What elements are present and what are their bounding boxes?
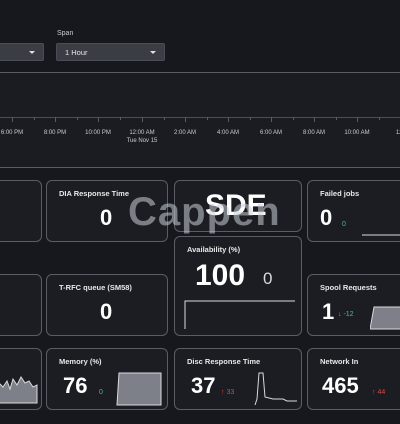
timeline-panel[interactable]: 6:00 PM 8:00 PM 10:00 PM 12:00 AM Tue Nov 15… xyxy=(0,72,400,168)
sparkline xyxy=(254,372,297,406)
chevron-down-icon xyxy=(150,51,156,54)
timeline-tick-label: 12: xyxy=(396,129,400,137)
metric-delta: 0 xyxy=(342,221,346,228)
panel-left-row1[interactable] xyxy=(0,180,42,242)
timeline-tick xyxy=(12,117,13,122)
tick-time: 6:00 AM xyxy=(259,130,283,136)
panel-title: Disc Response Time xyxy=(187,357,261,366)
timeline-minor-tick xyxy=(378,117,380,120)
sparkline xyxy=(362,234,400,236)
timeline-tick xyxy=(185,117,186,122)
tick-time: 12: xyxy=(395,130,400,136)
panel-spool-requests[interactable]: Spool Requests 1 ↓ -12 xyxy=(307,274,400,336)
chevron-down-icon xyxy=(29,51,35,54)
timeline-tick xyxy=(271,117,272,122)
panel-sde[interactable]: SDE xyxy=(174,180,302,232)
metric-value: 0 xyxy=(100,299,113,324)
timeline-axis xyxy=(0,117,400,118)
metric-delta: 0 xyxy=(263,269,273,288)
timeline-tick-label: 4:00 AM xyxy=(217,129,239,137)
tick-time: 10:00 AM xyxy=(344,130,370,136)
panel-dia-response-time[interactable]: DIA Response Time 0 xyxy=(46,180,168,242)
timeline-tick xyxy=(55,117,56,122)
metric-value: 0 xyxy=(100,205,113,230)
timeline-tick-label: 10:00 PM xyxy=(85,129,111,137)
timeline-tick-label: 8:00 PM xyxy=(44,129,66,137)
metric-delta: ↓ -12 xyxy=(338,311,354,318)
left-filter-dropdown[interactable] xyxy=(0,43,44,61)
panel-trfc-queue[interactable]: T-RFC queue (SM58) 0 xyxy=(46,274,168,336)
tick-time: 12:00 AM xyxy=(129,130,155,136)
sparkline xyxy=(116,372,162,406)
tick-time: 8:00 PM xyxy=(43,130,67,136)
metric-delta: ↑ 44 xyxy=(372,389,386,396)
timeline-tick xyxy=(314,117,315,122)
span-value: 1 Hour xyxy=(65,47,88,57)
timeline-minor-tick xyxy=(163,117,165,120)
metric-value: 0 xyxy=(320,205,333,230)
panel-title: Network In xyxy=(320,357,359,366)
timeline-tick xyxy=(228,117,229,122)
panel-title: T-RFC queue (SM58) xyxy=(59,283,132,292)
timeline-tick-label: 8:00 AM xyxy=(303,129,325,137)
panel-title: Spool Requests xyxy=(320,283,377,292)
tick-time: 10:00 PM xyxy=(85,130,111,136)
timeline-tick-label: 2:00 AM xyxy=(174,129,196,137)
watermark-logo: Cappen xyxy=(128,190,281,234)
panel-title: Failed jobs xyxy=(320,189,360,198)
timeline-tick xyxy=(142,117,143,122)
panel-left-row3[interactable] xyxy=(0,348,42,410)
timeline-tick xyxy=(98,117,99,122)
timeline-tick-label: 12:00 AM Tue Nov 15 xyxy=(127,129,158,145)
panel-title: DIA Response Time xyxy=(59,189,130,198)
panel-failed-jobs[interactable]: Failed jobs 0 0 xyxy=(307,180,400,242)
panel-availability[interactable]: Availability (%) 100 0 xyxy=(174,236,302,336)
timeline-minor-tick xyxy=(335,117,337,120)
timeline-tick-label: 6:00 PM xyxy=(1,129,23,137)
span-dropdown[interactable]: 1 Hour xyxy=(56,43,165,61)
timeline-minor-tick xyxy=(33,117,35,120)
metric-value: 1 xyxy=(322,299,335,324)
panel-title: Memory (%) xyxy=(59,357,102,366)
timeline-minor-tick xyxy=(292,117,294,120)
panel-title: SDE xyxy=(205,189,267,222)
panel-memory[interactable]: Memory (%) 76 0 xyxy=(46,348,168,410)
metric-delta: 0 xyxy=(99,389,103,396)
metric-delta: ↑ 33 xyxy=(221,389,235,396)
tick-time: 4:00 AM xyxy=(216,130,240,136)
timeline-minor-tick xyxy=(206,117,208,120)
tick-time: 6:00 PM xyxy=(0,130,24,136)
timeline-tick xyxy=(357,117,358,122)
timeline-tick-label: 10:00 AM xyxy=(344,129,369,137)
panel-network-in[interactable]: Network In 465 ↑ 44 xyxy=(307,348,400,410)
timeline-tick-label: 6:00 AM xyxy=(260,129,282,137)
metric-value: 100 xyxy=(195,259,246,292)
tick-time: 2:00 AM xyxy=(173,130,197,136)
sparkline xyxy=(370,306,400,330)
panel-disc-response-time[interactable]: Disc Response Time 37 ↑ 33 xyxy=(174,348,302,410)
sparkline xyxy=(0,376,38,404)
panel-left-row2[interactable] xyxy=(0,274,42,336)
tick-date: Tue Nov 15 xyxy=(126,138,158,144)
panel-title: Availability (%) xyxy=(187,245,241,254)
span-label: Span xyxy=(57,30,74,37)
sparkline xyxy=(184,300,295,329)
tick-time: 8:00 AM xyxy=(302,130,326,136)
metric-value: 76 xyxy=(63,373,88,398)
timeline-minor-tick xyxy=(249,117,251,120)
timeline-minor-tick xyxy=(120,117,121,120)
metric-value: 37 xyxy=(191,373,216,398)
timeline-minor-tick xyxy=(76,117,78,120)
metric-value: 465 xyxy=(322,373,359,398)
